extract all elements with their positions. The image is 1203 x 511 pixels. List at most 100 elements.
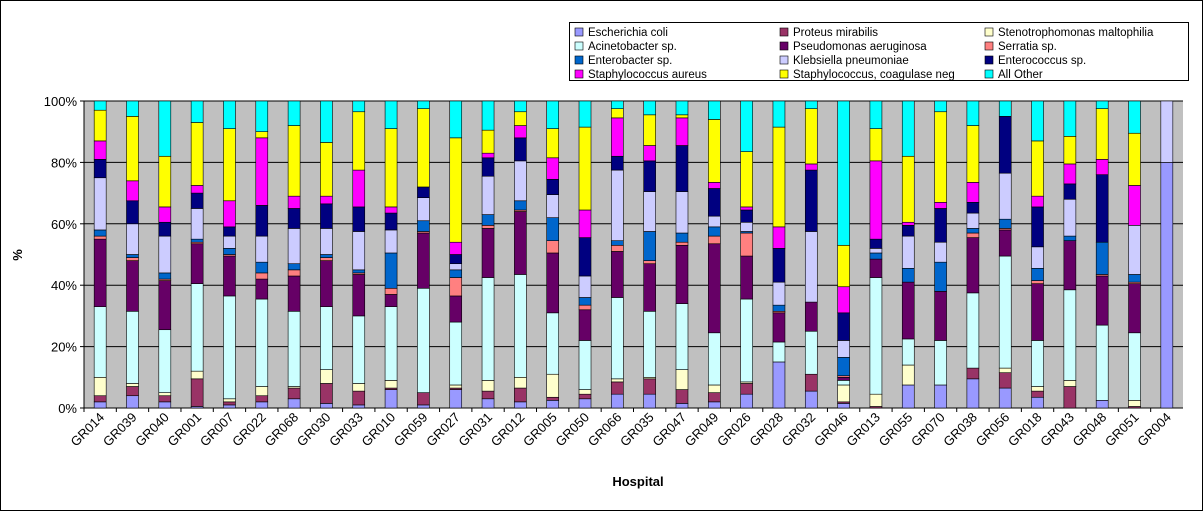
bar-segment: [740, 393, 753, 409]
bar-segment: [708, 235, 721, 245]
bar-segment: [255, 131, 269, 139]
bar-segment: [804, 100, 818, 109]
bar-segment: [417, 232, 430, 289]
bar-segment: [481, 152, 495, 159]
bar-segment: [804, 169, 818, 232]
bar-segment: [837, 244, 850, 288]
bar-segment: [93, 238, 107, 307]
bar-segment: [255, 272, 269, 280]
bar-segment: [320, 369, 333, 384]
bar-segment: [190, 208, 204, 240]
bar-segment: [643, 191, 656, 232]
bar-segment: [1128, 400, 1141, 407]
bar-segment: [449, 389, 463, 409]
bar-segment: [708, 243, 721, 334]
bar-segment: [837, 286, 850, 314]
bar-segment: [481, 398, 495, 409]
legend-swatch: [574, 69, 584, 79]
bar-segment: [1095, 275, 1109, 326]
bar-segment: [93, 401, 107, 409]
legend-label: Enterococcus sp.: [998, 55, 1086, 67]
y-tick-label: 80%: [51, 155, 77, 170]
bar-segment: [320, 254, 333, 258]
bar-segment: [352, 383, 366, 392]
bar-segment: [837, 357, 850, 377]
bar-segment: [966, 202, 980, 214]
bar-segment: [158, 392, 172, 397]
bar-segment: [901, 155, 915, 223]
bar-segment: [546, 100, 559, 129]
bar-segment: [934, 111, 947, 203]
bar-segment: [837, 380, 850, 386]
legend-label: Staphylococcus, coagulase neg: [793, 69, 955, 81]
bar-segment: [93, 235, 107, 240]
bar-segment: [966, 212, 980, 229]
bar-segment: [934, 241, 947, 263]
bar-segment: [352, 231, 366, 271]
bar-segment: [740, 209, 753, 223]
bar-segment: [804, 301, 818, 332]
bar-segment: [287, 398, 301, 409]
bar-segment: [998, 255, 1012, 369]
bar-segment: [223, 404, 236, 409]
bar-segment: [287, 100, 301, 126]
bar-segment: [708, 119, 721, 183]
bar-segment: [190, 192, 204, 209]
plot-area: [84, 101, 1183, 408]
legend-swatch: [779, 55, 789, 65]
x-axis-label: Hospital: [612, 474, 663, 489]
bar-segment: [255, 395, 269, 403]
legend-swatch: [574, 27, 584, 37]
bar-segment: [675, 244, 689, 304]
bar-segment: [869, 277, 883, 395]
bar-segment: [837, 340, 850, 358]
bar-segment: [837, 384, 850, 403]
bar-segment: [126, 260, 139, 312]
bar-segment: [998, 387, 1012, 409]
bar-segment: [869, 252, 883, 260]
bar-segment: [352, 269, 366, 274]
bar-segment: [578, 275, 592, 298]
bar-segment: [1095, 241, 1109, 275]
bar-segment: [901, 235, 915, 269]
bar-segment: [320, 383, 333, 404]
bar-segment: [611, 108, 624, 119]
bar-segment: [255, 278, 269, 300]
bar-segment: [1095, 108, 1109, 160]
bar-segment: [546, 194, 559, 218]
bar-segment: [837, 100, 850, 246]
bar-segment: [611, 251, 624, 298]
bar-segment: [449, 241, 463, 255]
bar-segment: [675, 100, 689, 116]
bar-segment: [837, 376, 850, 381]
bar-segment: [223, 128, 236, 202]
bar-segment: [869, 100, 883, 129]
legend-swatch: [574, 41, 584, 51]
bar-segment: [320, 306, 333, 370]
bar-segment: [934, 100, 947, 113]
bar-segment: [190, 378, 204, 407]
bar-segment: [223, 226, 236, 237]
bar-segment: [966, 378, 980, 409]
legend-label: Serratia sp.: [998, 41, 1057, 53]
bar-segment: [1063, 100, 1077, 137]
bar-segment: [1031, 340, 1044, 387]
bar-segment: [740, 151, 753, 208]
bar-segment: [869, 393, 883, 407]
bar-segment: [869, 258, 883, 278]
bar-segment: [190, 122, 204, 186]
bar-segment: [287, 310, 301, 387]
bar-segment: [514, 111, 527, 126]
bar-segment: [1128, 132, 1141, 186]
legend-label: Klebsiella pneumoniae: [793, 55, 909, 67]
bar-segment: [966, 125, 980, 183]
y-tick-label: 40%: [51, 278, 77, 293]
bar-segment: [966, 100, 980, 126]
bar-segment: [1095, 324, 1109, 401]
bar-segment: [1031, 268, 1044, 281]
bar-segment: [287, 387, 301, 400]
bar-segment: [1031, 280, 1044, 284]
bar-segment: [449, 137, 463, 243]
bar-segment: [643, 263, 656, 312]
bar-segment: [93, 140, 107, 160]
